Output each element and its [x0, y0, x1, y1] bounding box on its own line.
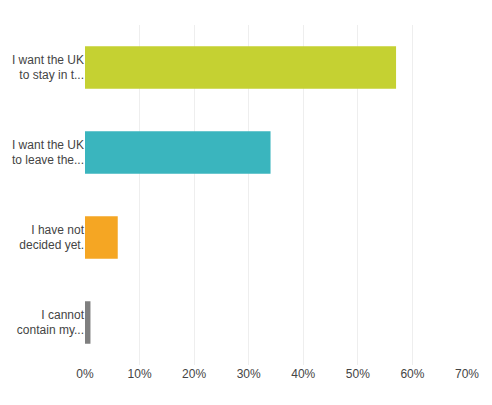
svg-text:60%: 60% [400, 367, 424, 381]
svg-text:I want the UKto stay in t...: I want the UKto stay in t... [12, 53, 84, 83]
svg-text:I cannotcontain my...: I cannotcontain my... [17, 308, 85, 338]
svg-text:40%: 40% [291, 367, 315, 381]
svg-text:I want the UKto leave the...: I want the UKto leave the... [12, 138, 84, 168]
svg-text:I have notdecided yet.: I have notdecided yet. [19, 223, 84, 253]
svg-text:50%: 50% [346, 367, 370, 381]
svg-text:30%: 30% [237, 367, 261, 381]
svg-text:20%: 20% [182, 367, 206, 381]
svg-text:10%: 10% [128, 367, 152, 381]
svg-text:0%: 0% [76, 367, 94, 381]
svg-text:70%: 70% [455, 367, 479, 381]
